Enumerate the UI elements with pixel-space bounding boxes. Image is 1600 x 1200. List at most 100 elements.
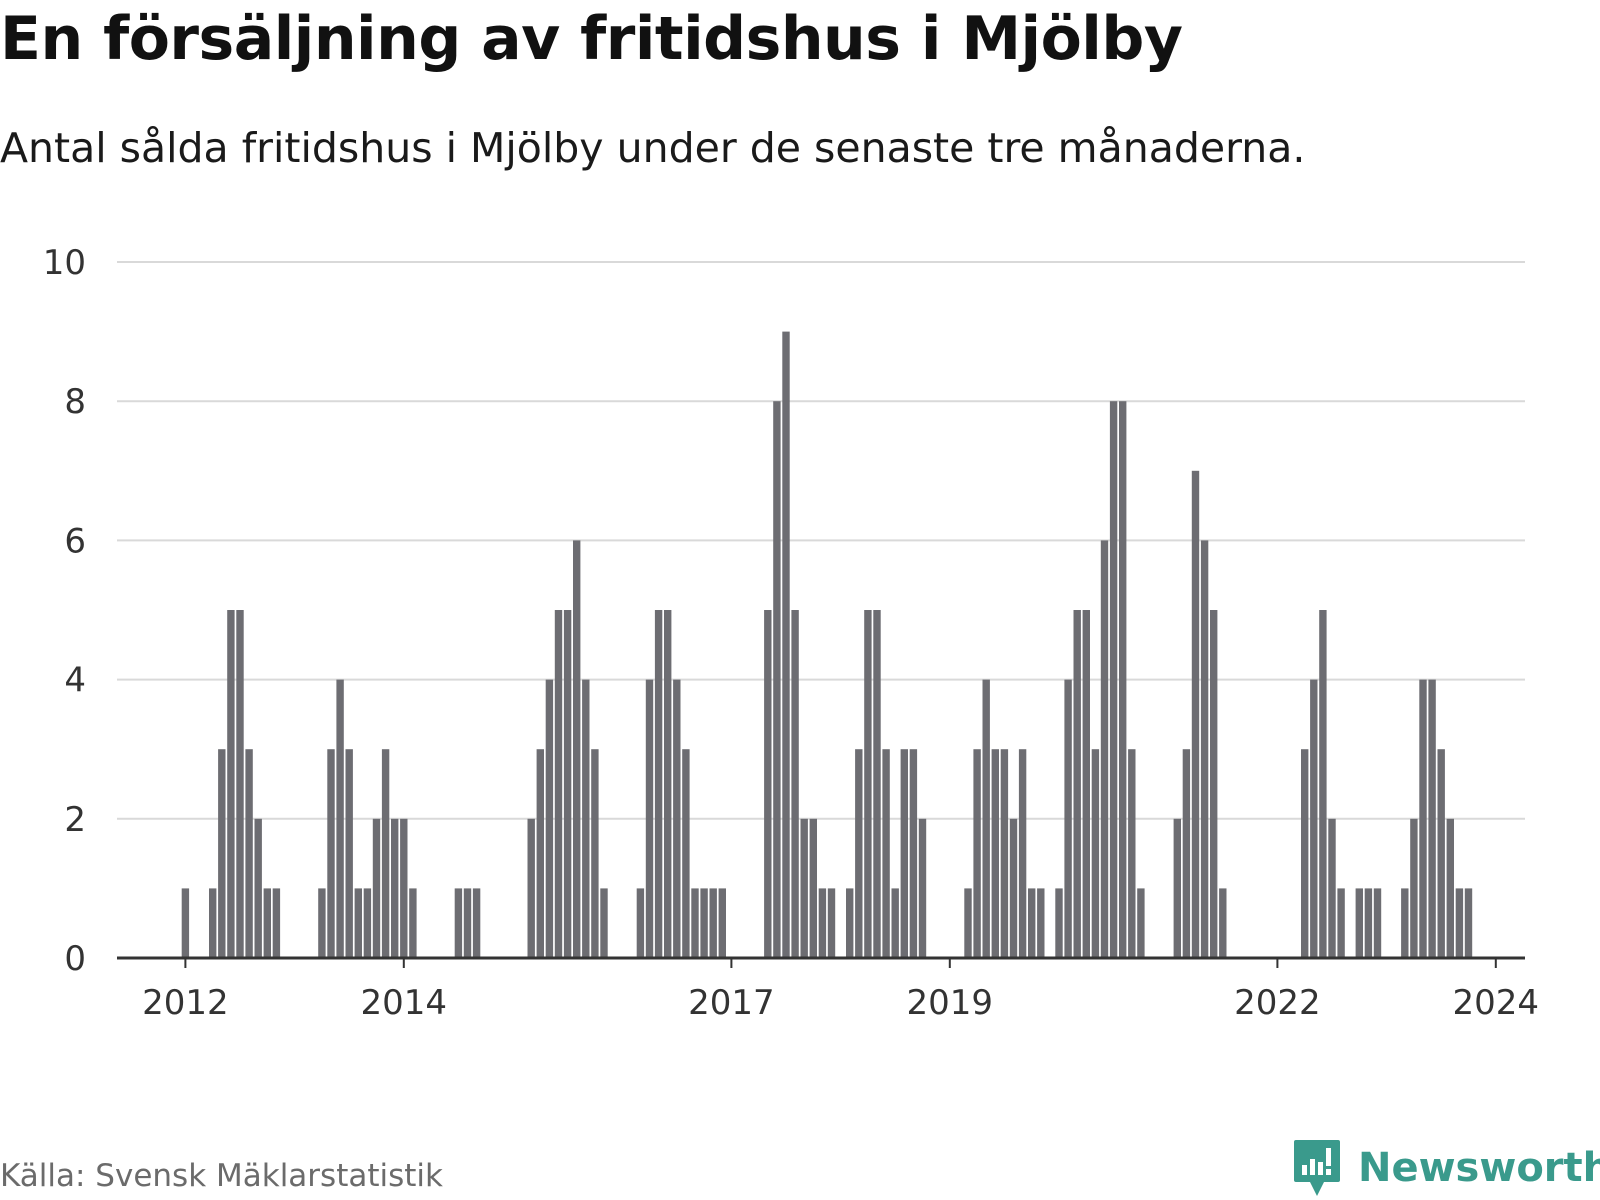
bar <box>673 679 681 958</box>
bar <box>891 888 899 958</box>
x-tick-label: 2012 <box>142 983 229 1023</box>
bar <box>654 610 663 958</box>
bar <box>691 888 699 958</box>
bar <box>563 610 572 958</box>
bar <box>991 749 999 958</box>
bar <box>227 610 235 958</box>
bar <box>1301 749 1309 958</box>
bar <box>372 818 381 958</box>
y-tick-label: 2 <box>64 800 86 840</box>
annotation-layer: 1 <box>1489 0 1511 9</box>
bar <box>209 888 217 958</box>
bar <box>909 749 918 958</box>
bar <box>873 610 881 958</box>
bar <box>709 888 717 958</box>
bar <box>1173 818 1181 958</box>
y-tick-label: 8 <box>64 382 86 422</box>
bar <box>272 888 281 958</box>
bar <box>1191 470 1200 958</box>
bar <box>454 888 463 958</box>
bar <box>1055 888 1063 958</box>
y-tick-label: 10 <box>43 243 86 283</box>
bar <box>527 818 535 958</box>
bar <box>1000 749 1009 958</box>
bar <box>700 888 708 958</box>
x-tick-label: 2014 <box>361 983 448 1023</box>
x-tick-label: 2017 <box>688 983 775 1023</box>
newsworthy-logo-icon <box>1294 1140 1340 1196</box>
bar <box>318 888 326 958</box>
bar <box>1119 401 1127 958</box>
bar <box>573 540 581 958</box>
bar <box>1219 888 1227 958</box>
x-tick-label: 2022 <box>1234 983 1321 1023</box>
bar <box>982 679 990 958</box>
bar <box>1028 888 1036 958</box>
bar <box>1182 749 1191 958</box>
bar <box>1100 540 1109 958</box>
bar <box>1355 888 1363 958</box>
bar <box>591 749 599 958</box>
bar <box>636 888 645 958</box>
bar <box>1373 888 1382 958</box>
bar-value-annotation: 1 <box>1489 0 1511 9</box>
bar <box>327 749 335 958</box>
bar <box>782 331 790 959</box>
bar <box>764 610 772 958</box>
bar <box>600 888 608 958</box>
bar <box>1018 749 1027 958</box>
bar <box>1082 610 1090 958</box>
bar <box>882 749 890 958</box>
bar <box>1410 818 1418 958</box>
bar <box>1210 610 1218 958</box>
bar <box>791 610 799 958</box>
bar <box>1464 888 1473 958</box>
bar <box>918 818 927 958</box>
bar <box>1428 679 1436 958</box>
bar <box>582 679 590 958</box>
bar <box>645 679 654 958</box>
bar <box>827 888 836 958</box>
bar <box>818 888 827 958</box>
bar <box>1137 888 1145 958</box>
bar <box>773 401 781 958</box>
bar <box>345 749 353 958</box>
bar <box>682 749 690 958</box>
bar <box>864 610 872 958</box>
x-tick-label: 2019 <box>907 983 994 1023</box>
bar <box>1437 749 1445 958</box>
bar <box>1364 888 1373 958</box>
bar <box>263 888 271 958</box>
bar <box>1109 401 1118 958</box>
brand: Newsworthy <box>1292 1138 1600 1198</box>
bar <box>409 888 417 958</box>
bar <box>1073 610 1081 958</box>
bar <box>1319 610 1327 958</box>
bar <box>218 749 226 958</box>
bar <box>236 610 244 958</box>
bar <box>245 749 253 958</box>
x-axis-ticks: 2012 2014 2017 2019 2022 2024 <box>142 958 1539 1023</box>
bar <box>664 610 672 958</box>
bar <box>1310 679 1318 958</box>
bar <box>1419 679 1427 958</box>
bar <box>336 679 344 958</box>
y-tick-label: 4 <box>64 661 86 701</box>
bar <box>254 818 262 958</box>
bar <box>964 888 972 958</box>
bar <box>800 818 808 958</box>
y-tick-label: 0 <box>64 939 86 979</box>
bar <box>1401 888 1409 958</box>
bar <box>1328 818 1336 958</box>
bar-chart: 0 2 4 6 8 10 2012 2014 2017 2019 2022 2024 1 <box>43 0 1539 1023</box>
bar <box>855 749 863 958</box>
bar <box>545 679 554 958</box>
bar <box>1037 888 1045 958</box>
bar <box>1091 749 1100 958</box>
source-note: Källa: Svensk Mäklarstatistik <box>0 1158 443 1194</box>
bar <box>1337 888 1345 958</box>
y-axis-ticks: 0 2 4 6 8 10 <box>43 243 86 979</box>
x-tick-label: 2024 <box>1453 983 1540 1023</box>
bar <box>363 888 372 958</box>
bars-layer <box>181 331 1473 959</box>
